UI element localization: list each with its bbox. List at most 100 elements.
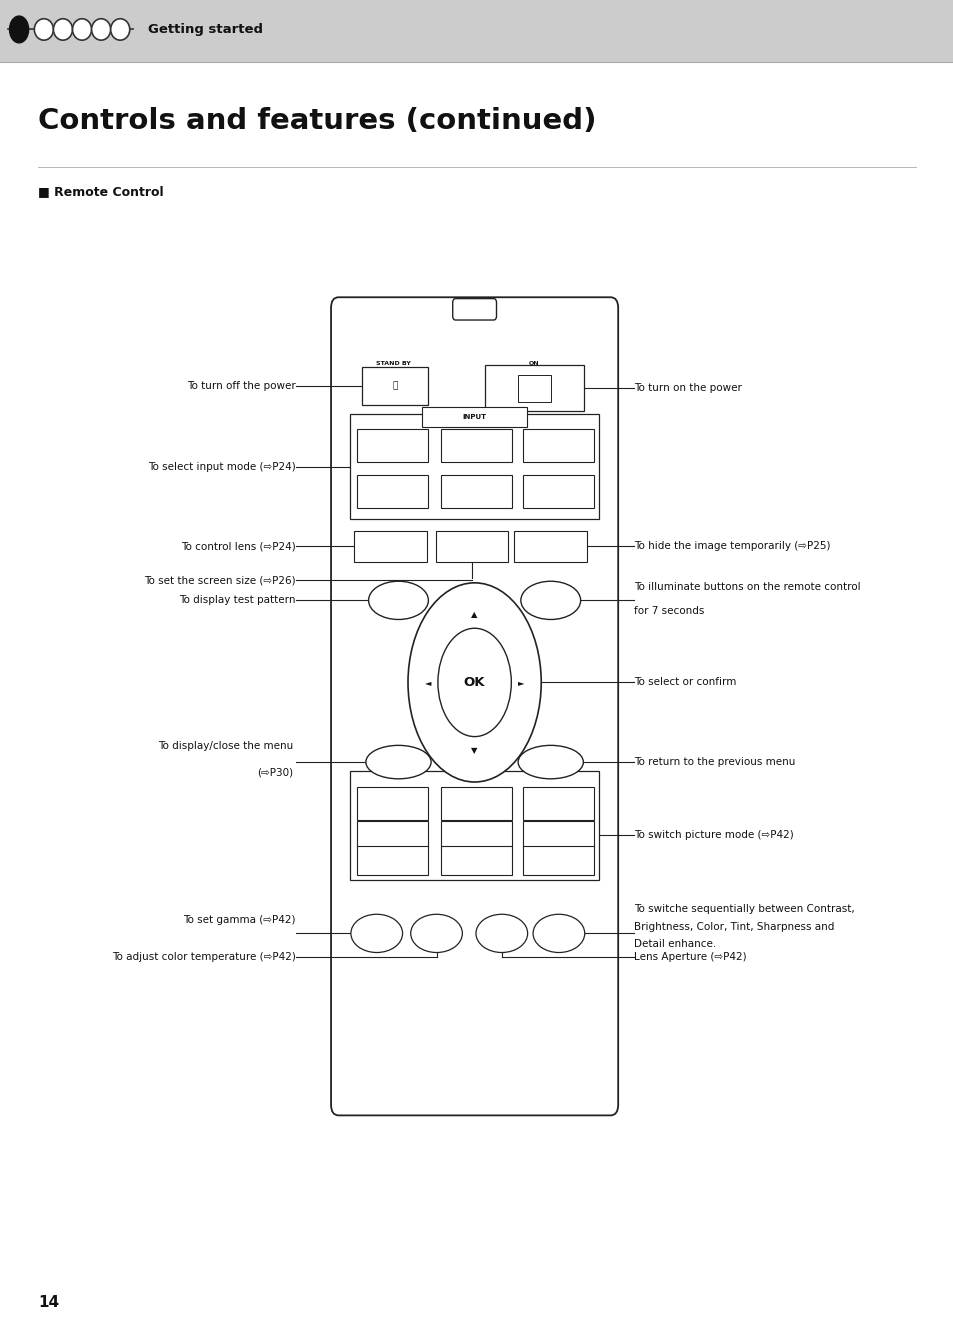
Text: ►: ► — [517, 678, 524, 687]
Text: COMP.: COMP. — [547, 443, 569, 449]
Text: To turn on the power: To turn on the power — [634, 383, 741, 394]
FancyBboxPatch shape — [354, 530, 426, 562]
Text: To select input mode (⇨P24): To select input mode (⇨P24) — [148, 462, 295, 471]
Text: CINEMA
2: CINEMA 2 — [465, 798, 487, 809]
Text: To set the screen size (⇨P26): To set the screen size (⇨P26) — [144, 576, 295, 585]
Text: BACK: BACK — [540, 759, 559, 765]
Text: ASPECT: ASPECT — [457, 544, 485, 549]
Ellipse shape — [411, 915, 462, 952]
Text: CINEMA
3: CINEMA 3 — [547, 798, 569, 809]
FancyBboxPatch shape — [356, 821, 428, 849]
Text: ■ Remote Control: ■ Remote Control — [38, 185, 164, 198]
Text: Brightness, Color, Tint, Sharpness and: Brightness, Color, Tint, Sharpness and — [634, 921, 834, 932]
FancyBboxPatch shape — [0, 0, 953, 62]
FancyBboxPatch shape — [421, 407, 527, 427]
FancyBboxPatch shape — [356, 430, 428, 462]
Text: PC: PC — [553, 489, 562, 494]
Text: USER1: USER1 — [383, 858, 401, 862]
Text: To set gamma (⇨P42): To set gamma (⇨P42) — [183, 915, 295, 925]
Text: CINEMA
1: CINEMA 1 — [381, 798, 403, 809]
Text: THX: THX — [552, 858, 563, 862]
Text: To display test pattern: To display test pattern — [179, 596, 295, 605]
Text: HDMI 1: HDMI 1 — [379, 443, 405, 449]
Circle shape — [10, 16, 29, 43]
FancyBboxPatch shape — [331, 297, 618, 1115]
FancyBboxPatch shape — [356, 846, 428, 874]
Text: PICTURE MODE: PICTURE MODE — [448, 783, 500, 787]
Text: To return to the previous menu: To return to the previous menu — [634, 757, 795, 767]
FancyBboxPatch shape — [517, 375, 551, 402]
Ellipse shape — [368, 581, 428, 620]
Text: GAMMA: GAMMA — [366, 931, 387, 936]
Text: Getting started: Getting started — [148, 23, 263, 36]
Text: PIC.
ADJ.: PIC. ADJ. — [553, 928, 564, 939]
Text: To select or confirm: To select or confirm — [634, 678, 736, 687]
Text: VIDEO: VIDEO — [381, 489, 403, 494]
FancyBboxPatch shape — [350, 415, 598, 520]
Ellipse shape — [476, 915, 527, 952]
Text: 14: 14 — [38, 1295, 59, 1310]
Text: LIGHT: LIGHT — [539, 597, 560, 603]
Text: Controls and features (continued): Controls and features (continued) — [38, 107, 596, 135]
Text: To adjust color temperature (⇨P42): To adjust color temperature (⇨P42) — [112, 952, 295, 963]
FancyBboxPatch shape — [356, 475, 428, 507]
Ellipse shape — [111, 19, 130, 40]
Text: ON: ON — [529, 362, 539, 366]
Text: MENU: MENU — [388, 759, 409, 765]
Text: (⇨P30): (⇨P30) — [256, 767, 293, 778]
FancyBboxPatch shape — [440, 787, 512, 819]
FancyBboxPatch shape — [453, 299, 496, 320]
Text: To control lens (⇨P24): To control lens (⇨P24) — [181, 541, 295, 552]
Text: HDMI 2: HDMI 2 — [463, 443, 489, 449]
FancyBboxPatch shape — [440, 821, 512, 849]
Ellipse shape — [408, 582, 540, 782]
FancyBboxPatch shape — [522, 475, 593, 507]
Text: DYNAMIC: DYNAMIC — [545, 832, 571, 837]
Text: ▲: ▲ — [471, 611, 477, 619]
FancyBboxPatch shape — [436, 530, 508, 562]
Text: HIDE: HIDE — [541, 544, 558, 549]
FancyBboxPatch shape — [514, 530, 586, 562]
Text: To illuminate buttons on the remote control: To illuminate buttons on the remote cont… — [634, 582, 861, 592]
Text: TEST: TEST — [390, 597, 407, 603]
Ellipse shape — [365, 746, 431, 779]
FancyBboxPatch shape — [440, 475, 512, 507]
Ellipse shape — [437, 628, 511, 736]
Text: To display/close the menu: To display/close the menu — [157, 740, 293, 751]
Text: To switche sequentially between Contrast,: To switche sequentially between Contrast… — [634, 904, 854, 915]
Text: To hide the image temporarily (⇨P25): To hide the image temporarily (⇨P25) — [634, 541, 830, 552]
FancyBboxPatch shape — [522, 821, 593, 849]
Ellipse shape — [351, 915, 402, 952]
Ellipse shape — [517, 746, 582, 779]
Text: ▼: ▼ — [471, 746, 477, 755]
Text: C.TEMP: C.TEMP — [426, 931, 446, 936]
Ellipse shape — [34, 19, 53, 40]
Text: INPUT: INPUT — [462, 414, 486, 420]
FancyBboxPatch shape — [522, 787, 593, 819]
Text: Lens Aperture (⇨P42): Lens Aperture (⇨P42) — [634, 952, 746, 963]
Text: ◄: ◄ — [424, 678, 431, 687]
Text: LENS.
AP.: LENS. AP. — [494, 928, 509, 939]
FancyBboxPatch shape — [522, 846, 593, 874]
Text: STAGE: STAGE — [467, 832, 485, 837]
Text: LENS: LENS — [381, 544, 399, 549]
Text: Detail enhance.: Detail enhance. — [634, 939, 716, 949]
FancyBboxPatch shape — [350, 771, 598, 880]
Text: ⏻: ⏻ — [392, 382, 397, 391]
FancyBboxPatch shape — [440, 430, 512, 462]
FancyBboxPatch shape — [356, 787, 428, 819]
FancyBboxPatch shape — [522, 430, 593, 462]
FancyBboxPatch shape — [362, 367, 428, 404]
FancyBboxPatch shape — [440, 846, 512, 874]
Ellipse shape — [91, 19, 111, 40]
Ellipse shape — [53, 19, 72, 40]
Ellipse shape — [533, 915, 584, 952]
Ellipse shape — [72, 19, 91, 40]
Text: USER2: USER2 — [467, 858, 485, 862]
Text: OK: OK — [463, 676, 485, 690]
Text: NATURAL: NATURAL — [379, 832, 405, 837]
Text: To switch picture mode (⇨P42): To switch picture mode (⇨P42) — [634, 830, 793, 840]
FancyBboxPatch shape — [484, 364, 583, 411]
Text: STAND BY: STAND BY — [375, 362, 410, 366]
Text: To turn off the power: To turn off the power — [187, 382, 295, 391]
